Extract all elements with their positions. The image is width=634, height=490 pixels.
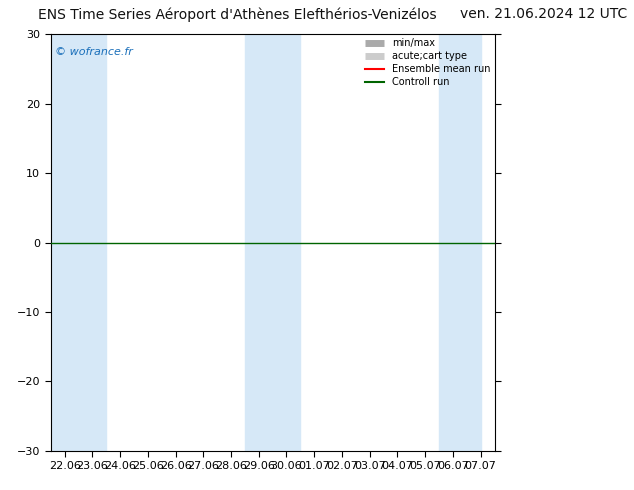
Legend: min/max, acute;cart type, Ensemble mean run, Controll run: min/max, acute;cart type, Ensemble mean … [361, 34, 495, 91]
Bar [51, 34, 107, 451]
Text: ven. 21.06.2024 12 UTC: ven. 21.06.2024 12 UTC [460, 7, 628, 22]
Text: ENS Time Series Aéroport d'Athènes Elefthérios-Venizélos: ENS Time Series Aéroport d'Athènes Eleft… [38, 7, 437, 22]
Bar [439, 34, 481, 451]
Text: © wofrance.fr: © wofrance.fr [55, 47, 133, 57]
Bar [245, 34, 301, 451]
